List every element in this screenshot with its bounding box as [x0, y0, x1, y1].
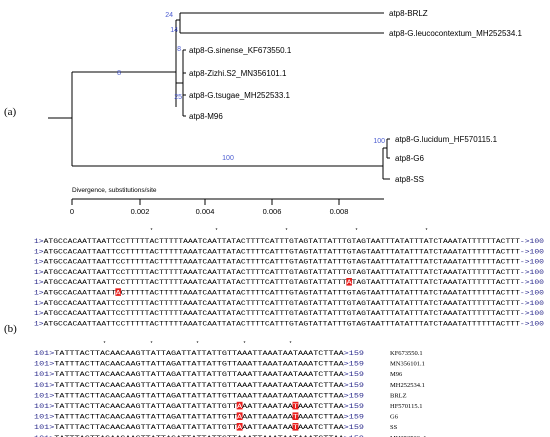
sequence-row: 1> ATGCCACAATTAATTCCTTTTTACTTTTTAAATCAATT…	[34, 259, 544, 266]
mutation-highlight	[236, 423, 243, 431]
scale-tick-label: 0.004	[196, 207, 215, 216]
alignment-marker: *	[150, 341, 153, 347]
alignment-marker: *	[103, 341, 106, 347]
mutation-highlight	[292, 412, 299, 420]
sequence-row: 1> ATGCCACAATTAATTCCTTTTTACTTTTTAAATCAATT…	[34, 269, 544, 276]
mutation-highlight	[346, 278, 352, 286]
mutation-highlight	[115, 288, 122, 296]
taxon-label: atp8-G.tsugae_MH252533.1	[189, 91, 291, 100]
sample-label: KF673550.1	[390, 350, 423, 357]
bootstrap-value: 8	[177, 46, 181, 53]
taxon-label: atp8-G.sinense_KF673550.1	[189, 46, 292, 55]
alignment-block-2: * * * * * 101> TATTTACTTACAACAAGTTATTAGAT…	[34, 341, 426, 437]
sequence-row: 1> ATGCCACAATTAATTCCTTTTTACTTTTTAAATCAATT…	[34, 300, 544, 307]
taxon-label: atp8-M96	[189, 112, 223, 121]
alignment-marker: *	[425, 228, 428, 234]
mutation-highlight	[292, 423, 299, 431]
bootstrap-value: 24	[165, 12, 173, 19]
sequence-row: 1> ATGCCACAATTAATTCCTTTTTACTTTTTAAATCAATT…	[34, 279, 544, 286]
sequence-row: 101>TATTTACTTACAACAAGTTATTAGATTATTATTGTT…	[34, 435, 364, 437]
bootstrap-value: 100	[222, 155, 234, 162]
alignment-marker: *	[355, 228, 358, 234]
bootstrap-value: 25	[174, 94, 182, 101]
sequence-row: 101>TATTTACTTACAACAAGTTATTAGATTATTATTGTT…	[34, 403, 364, 410]
scale-tick-label: 0.002	[131, 207, 150, 216]
sequence-row: 101>TATTTACTTACAACAAGTTATTAGATTATTATTGTT…	[34, 424, 364, 431]
sequence-row: 101>TATTTACTTACAACAAGTTATTAGATTATTATTGTT…	[34, 382, 364, 389]
sequence-row: 101>TATTTACTTACAACAAGTTATTAGATTATTATTGTT…	[34, 371, 364, 378]
sequence-row: 101>TATTTACTTACAACAAGTTATTAGATTATTATTGTT…	[34, 361, 364, 368]
sequence-row: 1> ATGCCACAATTAATTCCTTTTTACTTTTTAAATCAATT…	[34, 320, 544, 327]
sample-label: SS	[390, 424, 398, 431]
sequence-row: 1> ATGCCACAATTAATTCCTTTTTACTTTTTAAATCAATT…	[34, 248, 544, 255]
taxon-label: atp8-SS	[395, 175, 424, 184]
taxon-label: atp8-Zizhi.S2_MN356101.1	[189, 69, 287, 78]
taxon-label: atp8-G.lucidum_HF570115.1	[395, 135, 498, 144]
mutation-highlight	[236, 412, 243, 420]
alignment-marker: *	[289, 341, 292, 347]
scale-tick-label: 0.008	[330, 207, 349, 216]
sample-label: M96	[390, 371, 403, 378]
sample-label: BRLZ	[390, 392, 407, 399]
alignment-marker: *	[285, 228, 288, 234]
mutation-highlight	[292, 401, 299, 410]
mutation-highlight	[236, 401, 243, 410]
bootstrap-value: 14	[170, 27, 178, 34]
sequence-row: 1> ATGCCACAATTAATT ACTTTTTACTTTTTAAATCAATT…	[34, 290, 544, 297]
sample-label: MH252534.1	[390, 382, 425, 389]
divergence-scale: Divergence, substitutions/site 0 0.002 0…	[70, 187, 384, 216]
panel-label-b: (b)	[4, 323, 17, 335]
sequence-row: 101>TATTTACTTACAACAAGTTATTAGATTATTATTGTT…	[34, 414, 364, 421]
taxon-label: atp8-G.leucocontextum_MH252534.1	[389, 29, 523, 38]
sample-label: MH252533. 1	[390, 435, 426, 437]
scale-title: Divergence, substitutions/site	[72, 187, 157, 194]
bootstrap-value: 100	[373, 138, 385, 145]
sequence-row: 101>TATTTACTTACAACAAGTTATTAGATTATTATTGTT…	[34, 350, 364, 357]
sequence-row: 1> ATGCCACAATTAATTCCTTTTTACTTTTTAAATCAATT…	[34, 310, 544, 317]
taxon-label: atp8-G6	[395, 154, 424, 163]
alignment-marker: *	[150, 228, 153, 234]
sample-label: MN356101.1	[390, 361, 425, 368]
alignment-block-1: * * * * * 1> ATGCCACAATTAATTCCTTTTTACTTTT…	[34, 228, 544, 327]
sequence-row: 101>TATTTACTTACAACAAGTTATTAGATTATTATTGTT…	[34, 392, 364, 399]
bootstrap-value: 8	[117, 70, 121, 77]
alignment-marker: *	[215, 228, 218, 234]
sequence-row: 1> ATGCCACAATTAATTCCTTTTTACTTTTTAAATCAATT…	[34, 238, 544, 245]
scale-tick-label: 0	[70, 207, 74, 216]
sample-label: HF570115.1	[390, 403, 422, 410]
scale-tick-label: 0.006	[263, 207, 282, 216]
sample-label: G6	[390, 414, 399, 421]
panel-label-a: (a)	[4, 106, 17, 118]
alignment-marker: *	[243, 341, 246, 347]
taxon-label: atp8-BRLZ	[389, 9, 428, 18]
phylogenetic-tree: atp8-BRLZ atp8-G.leucocontextum_MH252534…	[48, 9, 523, 184]
alignment-marker: *	[196, 341, 199, 347]
